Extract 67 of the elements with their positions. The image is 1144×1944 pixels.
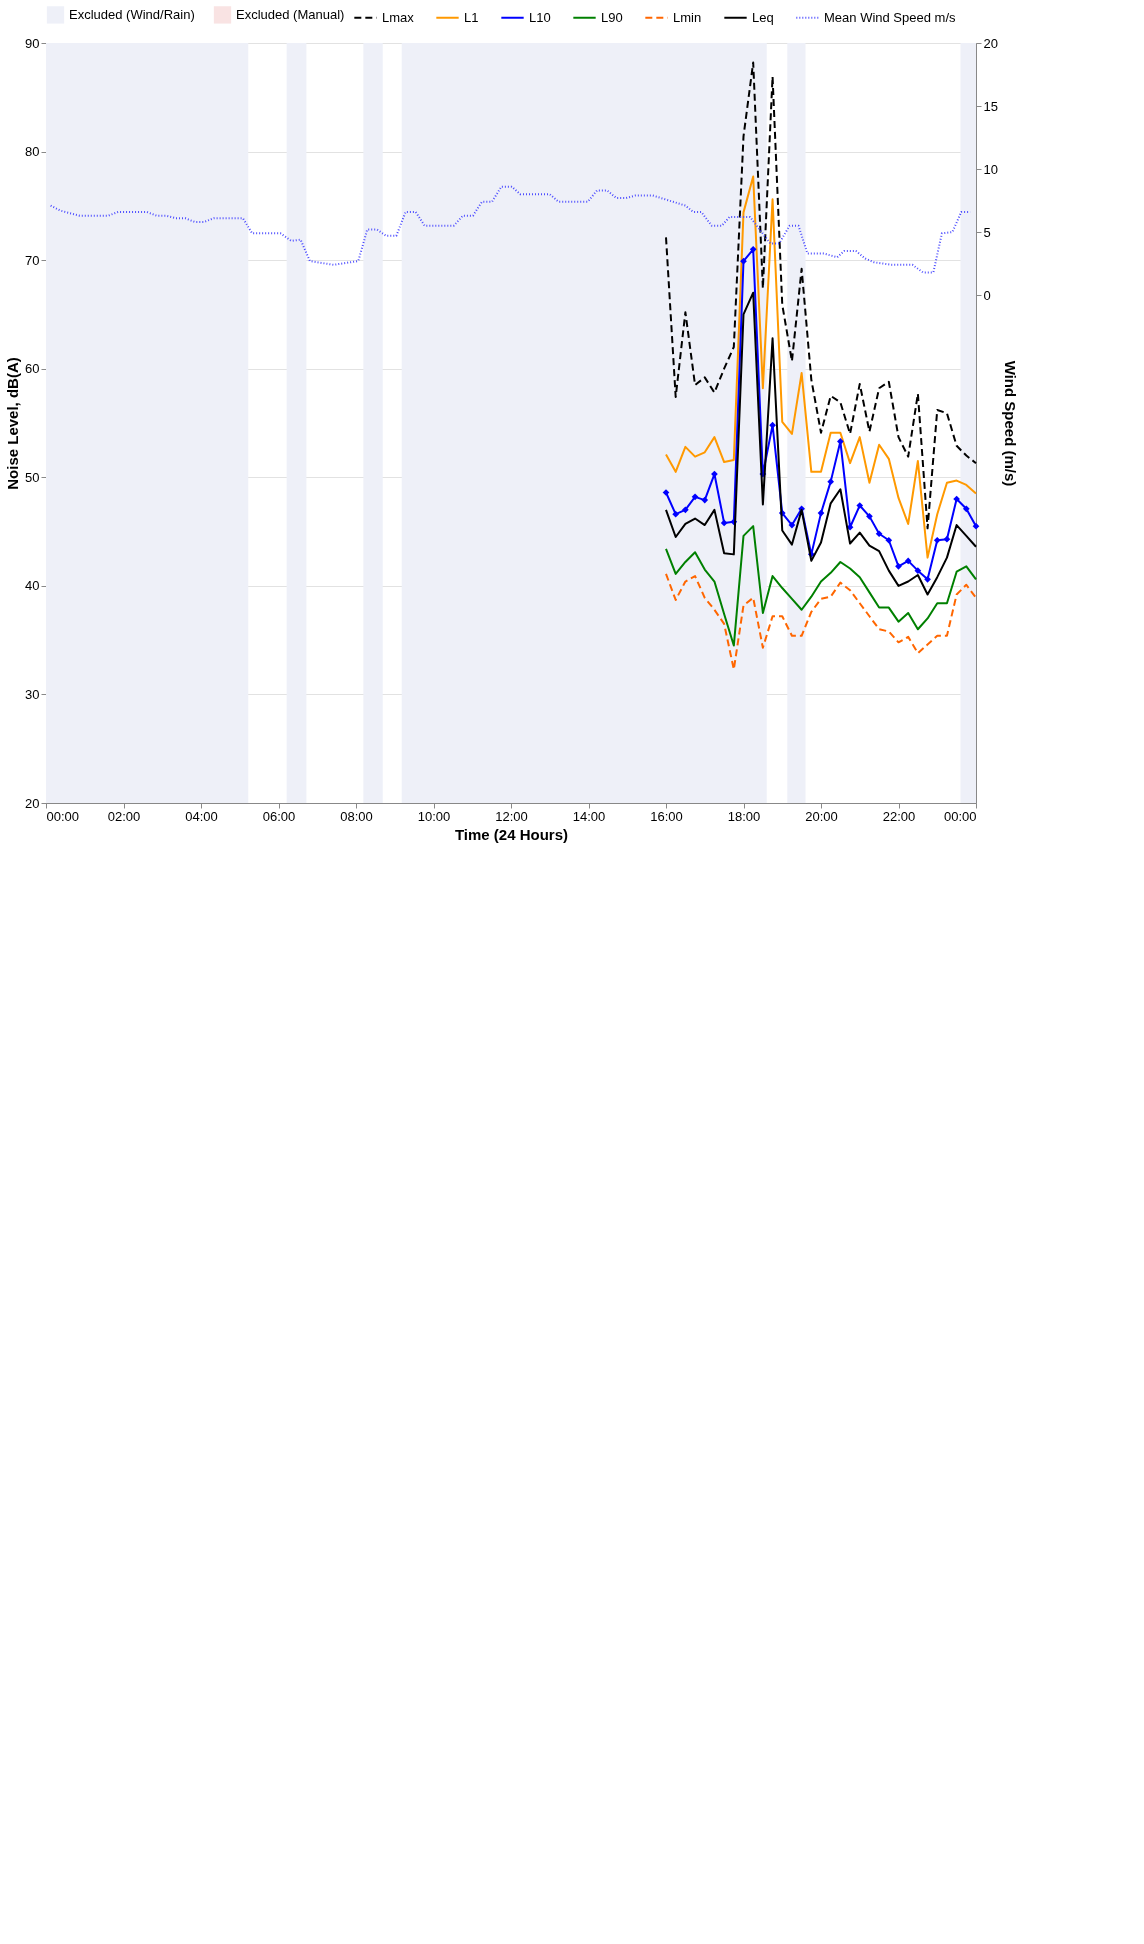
legend-label: L1 [464, 9, 479, 25]
point [962, 505, 970, 513]
legend-label: L90 [601, 9, 623, 25]
y-tick-label: 20 [25, 795, 40, 811]
y2-tick-label: 15 [983, 98, 998, 114]
point [827, 478, 835, 485]
x-tick-label: 00:00 [943, 808, 977, 824]
x-tick-label: 16:00 [650, 808, 683, 824]
point [817, 509, 825, 517]
x-tick-label: 22:00 [882, 808, 916, 824]
y-tick-label: 40 [25, 578, 40, 594]
point [895, 562, 902, 570]
point [904, 557, 912, 565]
y2-tick-label: 20 [983, 35, 998, 51]
point [866, 513, 873, 520]
y-tick-label: 90 [25, 35, 40, 51]
legend-label: Leq [752, 9, 774, 25]
point [943, 535, 951, 543]
y-axis-title: Noise Level, dB(A) [4, 357, 22, 490]
y2-axis-title: Wind Speed (m/s) [1001, 360, 1019, 487]
point [769, 421, 776, 429]
legend-label: Mean Wind Speed m/s [824, 9, 956, 25]
line-series [665, 61, 977, 530]
y-tick-label: 50 [25, 469, 40, 485]
x-tick-label: 02:00 [107, 808, 141, 824]
point [682, 506, 689, 514]
legend-label: L10 [529, 9, 551, 25]
point [672, 510, 680, 518]
line-series [665, 291, 977, 596]
legend-label: Excluded (Wind/Rain) [69, 6, 195, 22]
point [875, 530, 883, 538]
x-tick-label: 06:00 [262, 808, 296, 824]
line-series [665, 175, 977, 559]
legend-label: Excluded (Manual) [236, 6, 345, 22]
point [972, 522, 980, 530]
y-tick-label: 30 [25, 686, 40, 702]
y-tick-label: 80 [25, 144, 40, 160]
x-tick-label: 18:00 [727, 808, 761, 824]
x-tick-label: 20:00 [805, 808, 838, 824]
y2-tick-label: 5 [983, 224, 991, 240]
point [740, 257, 747, 265]
point [933, 536, 941, 544]
point [788, 521, 796, 529]
point [749, 245, 757, 253]
y-tick-label: 70 [25, 252, 40, 268]
line-series [665, 572, 977, 671]
legend-label: Lmin [673, 9, 702, 25]
point [701, 496, 709, 504]
legend-label: Lmax [382, 9, 415, 25]
x-tick-label: 14:00 [572, 808, 606, 824]
point [856, 502, 864, 509]
y2-tick-label: 10 [983, 161, 998, 177]
x-tick-label: 08:00 [340, 808, 373, 824]
x-tick-label: 10:00 [417, 808, 451, 824]
point [885, 536, 893, 544]
point [720, 519, 728, 527]
point [914, 567, 922, 575]
line-series [665, 525, 977, 647]
x-tick-label: 12:00 [495, 808, 528, 824]
x-tick-label: 00:00 [46, 808, 80, 824]
x-tick-label: 04:00 [185, 808, 218, 824]
y-tick-label: 60 [25, 361, 40, 377]
point [837, 438, 844, 445]
y2-tick-label: 0 [983, 287, 991, 303]
point [691, 493, 699, 501]
x-axis-title: Time (24 Hours) [454, 825, 569, 843]
point [924, 575, 931, 583]
